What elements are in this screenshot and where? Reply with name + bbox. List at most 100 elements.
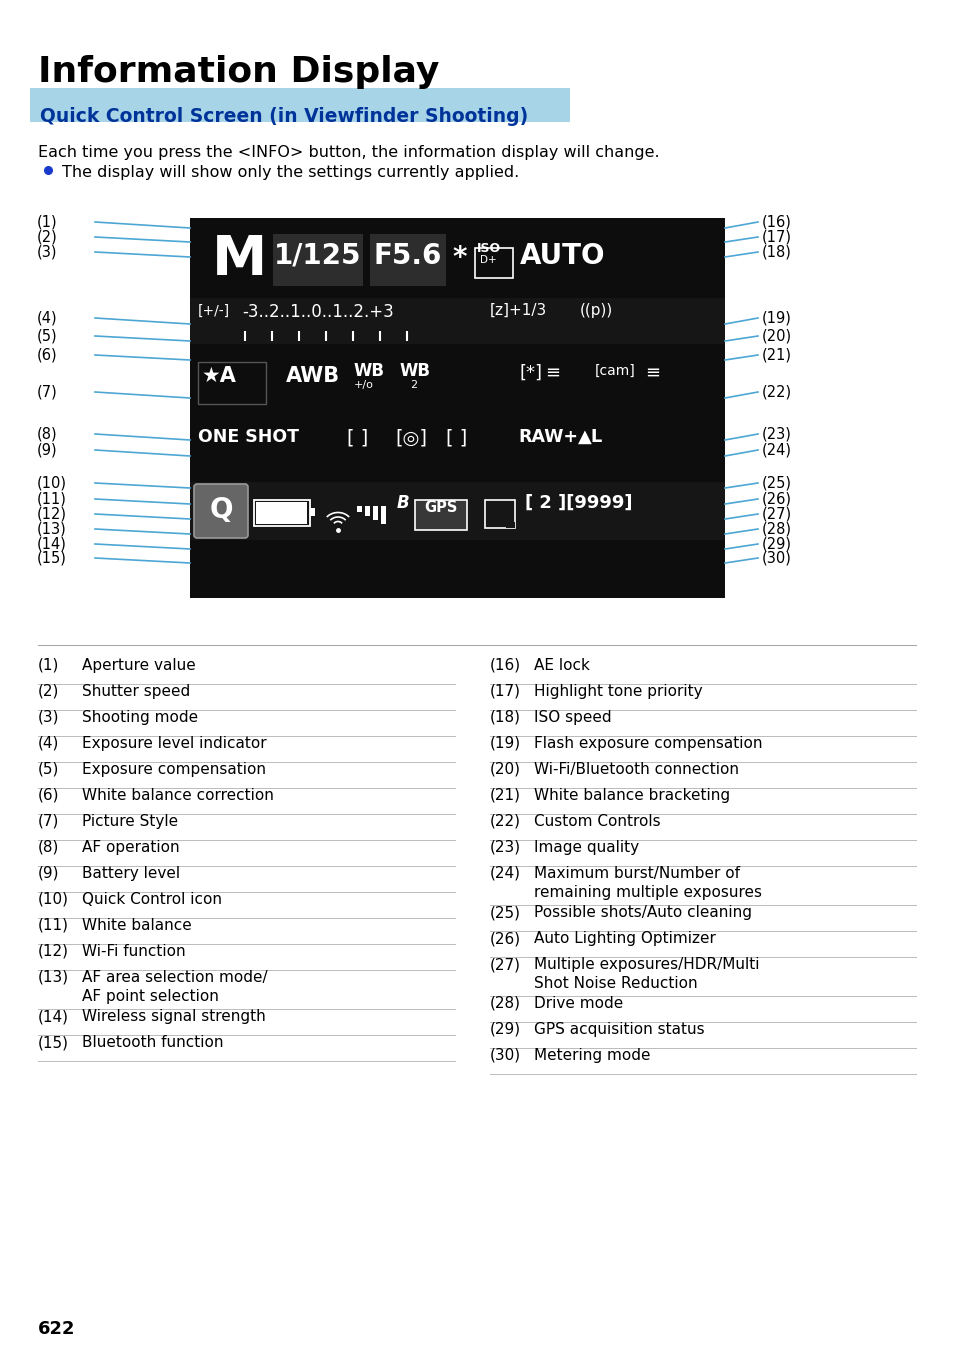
Bar	[198, 362, 266, 404]
Bar	[30, 87, 569, 122]
Bar	[380, 506, 386, 525]
Text: (5): (5)	[37, 328, 57, 343]
Text: (29): (29)	[490, 1022, 520, 1037]
Text: (13): (13)	[38, 970, 69, 985]
Text: Wireless signal strength: Wireless signal strength	[82, 1009, 266, 1024]
Text: (18): (18)	[761, 245, 791, 260]
Text: *: *	[452, 243, 466, 272]
Text: [*]: [*]	[519, 364, 542, 382]
Bar	[415, 500, 467, 530]
Text: 1/125: 1/125	[274, 242, 361, 270]
Text: Possible shots/Auto cleaning: Possible shots/Auto cleaning	[534, 905, 751, 920]
Text: Shooting mode: Shooting mode	[82, 710, 198, 725]
Text: (22): (22)	[761, 385, 791, 399]
Text: (11): (11)	[38, 919, 69, 933]
Text: (7): (7)	[38, 814, 59, 829]
Text: (27): (27)	[490, 958, 520, 972]
Text: Battery level: Battery level	[82, 866, 180, 881]
Text: (6): (6)	[37, 347, 57, 363]
Text: WB: WB	[399, 362, 431, 381]
Text: Metering mode: Metering mode	[534, 1048, 650, 1063]
Text: WB: WB	[354, 362, 385, 381]
Text: [z]+1/3: [z]+1/3	[490, 303, 547, 317]
Text: (20): (20)	[761, 328, 791, 343]
Text: ((p)): ((p))	[579, 303, 613, 317]
Text: (8): (8)	[38, 841, 59, 855]
Text: (2): (2)	[38, 685, 59, 699]
Text: (14): (14)	[38, 1009, 69, 1024]
Text: (20): (20)	[490, 763, 520, 777]
Text: (27): (27)	[761, 507, 791, 522]
Text: (9): (9)	[38, 866, 59, 881]
Text: (15): (15)	[38, 1036, 69, 1050]
Text: (10): (10)	[37, 476, 67, 491]
Text: (4): (4)	[38, 736, 59, 751]
Text: GPS: GPS	[424, 500, 457, 515]
Text: The display will show only the settings currently applied.: The display will show only the settings …	[62, 165, 518, 180]
Text: (30): (30)	[490, 1048, 520, 1063]
Bar	[190, 358, 724, 408]
Text: (12): (12)	[38, 944, 69, 959]
Text: ▲L: ▲L	[578, 428, 602, 447]
Text: Auto Lighting Optimizer: Auto Lighting Optimizer	[534, 931, 715, 946]
Text: AF area selection mode/
AF point selection: AF area selection mode/ AF point selecti…	[82, 970, 268, 1005]
Bar	[356, 506, 361, 512]
Text: -3..2..1..0..1..2.+3: -3..2..1..0..1..2.+3	[242, 303, 394, 321]
Text: Exposure compensation: Exposure compensation	[82, 763, 266, 777]
Bar	[190, 482, 724, 539]
Text: [+/-]: [+/-]	[198, 304, 230, 317]
Text: White balance: White balance	[82, 919, 192, 933]
Text: AE lock: AE lock	[534, 658, 589, 672]
Text: AF operation: AF operation	[82, 841, 179, 855]
Text: (25): (25)	[761, 476, 791, 491]
Text: AWB: AWB	[286, 366, 340, 386]
Text: Q: Q	[209, 496, 233, 525]
Text: [cam]: [cam]	[595, 364, 635, 378]
Text: (29): (29)	[761, 537, 791, 551]
Text: (2): (2)	[37, 230, 58, 245]
Text: (8): (8)	[37, 426, 57, 441]
Text: Highlight tone priority: Highlight tone priority	[534, 685, 702, 699]
Text: Each time you press the <INFO> button, the information display will change.: Each time you press the <INFO> button, t…	[38, 145, 659, 160]
Text: Aperture value: Aperture value	[82, 658, 195, 672]
Text: ISO speed: ISO speed	[534, 710, 611, 725]
Text: (21): (21)	[490, 788, 520, 803]
Text: Bluetooth function: Bluetooth function	[82, 1036, 223, 1050]
Text: Quick Control Screen (in Viewfinder Shooting): Quick Control Screen (in Viewfinder Shoo…	[40, 108, 528, 126]
Text: (26): (26)	[761, 491, 791, 507]
Text: (16): (16)	[761, 214, 791, 230]
Text: ≡: ≡	[644, 364, 659, 382]
Text: (15): (15)	[37, 550, 67, 565]
Text: [ ]: [ ]	[446, 428, 467, 447]
Bar	[255, 502, 307, 525]
Text: Wi-Fi/Bluetooth connection: Wi-Fi/Bluetooth connection	[534, 763, 739, 777]
Bar	[190, 420, 724, 469]
Bar	[475, 247, 513, 278]
Text: (7): (7)	[37, 385, 58, 399]
Text: (11): (11)	[37, 491, 67, 507]
Text: ★A: ★A	[202, 366, 236, 386]
Text: (23): (23)	[761, 426, 791, 441]
Text: F5.6: F5.6	[374, 242, 442, 270]
Text: Wi-Fi function: Wi-Fi function	[82, 944, 186, 959]
Text: (14): (14)	[37, 537, 67, 551]
Text: D+: D+	[479, 256, 497, 265]
Text: (28): (28)	[761, 522, 791, 537]
Text: White balance correction: White balance correction	[82, 788, 274, 803]
Bar	[373, 506, 377, 521]
Text: (12): (12)	[37, 507, 67, 522]
Bar	[190, 218, 724, 599]
Text: RAW+: RAW+	[517, 428, 578, 447]
Text: GPS acquisition status: GPS acquisition status	[534, 1022, 704, 1037]
Bar	[484, 500, 515, 529]
Text: (24): (24)	[490, 866, 520, 881]
Text: Drive mode: Drive mode	[534, 997, 622, 1011]
Text: [◎]: [◎]	[395, 428, 427, 447]
Text: (26): (26)	[490, 931, 520, 946]
Text: (1): (1)	[38, 658, 59, 672]
Text: ISO: ISO	[476, 242, 500, 256]
Text: Image quality: Image quality	[534, 841, 639, 855]
Text: M: M	[212, 233, 267, 286]
Text: White balance bracketing: White balance bracketing	[534, 788, 729, 803]
Text: (22): (22)	[490, 814, 520, 829]
